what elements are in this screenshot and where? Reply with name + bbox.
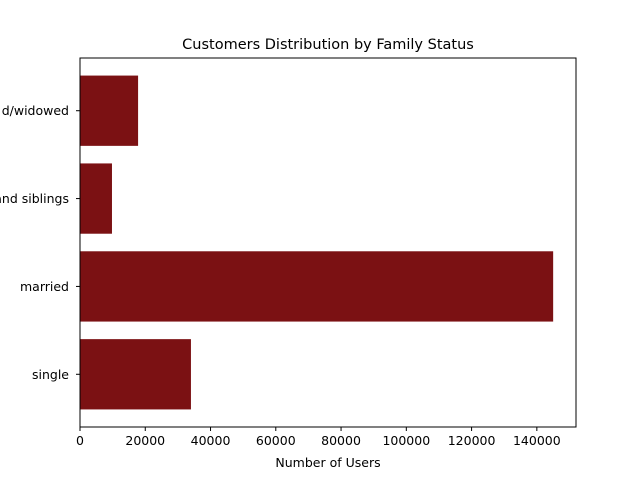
y-tick-label: married (20, 279, 69, 294)
x-tick-label: 20000 (125, 433, 165, 448)
x-axis-ticks: 0 20000 40000 60000 80000 100000 120000 140000 (76, 427, 561, 448)
plot-frame (79, 57, 577, 428)
x-axis-label: Number of Users (275, 455, 380, 470)
y-tick-label: single (32, 367, 69, 382)
chart-title: Customers Distribution by Family Status (182, 37, 474, 53)
bar-and-siblings (80, 163, 112, 234)
x-tick-label: 80000 (321, 433, 361, 448)
x-tick-label: 0 (76, 433, 84, 448)
bar-d-widowed (80, 75, 139, 146)
x-tick-label: 40000 (191, 433, 231, 448)
y-tick-label: d/widowed (2, 103, 69, 118)
x-tick-label: 60000 (256, 433, 296, 448)
y-tick-label: and siblings (0, 191, 69, 206)
y-axis-ticks: single married and siblings d/widowed (0, 103, 80, 382)
bar-married (80, 251, 554, 322)
bars-group (80, 75, 554, 410)
x-tick-label: 140000 (513, 433, 561, 448)
x-tick-label: 100000 (382, 433, 430, 448)
bar-single (80, 339, 191, 410)
x-tick-label: 120000 (448, 433, 496, 448)
